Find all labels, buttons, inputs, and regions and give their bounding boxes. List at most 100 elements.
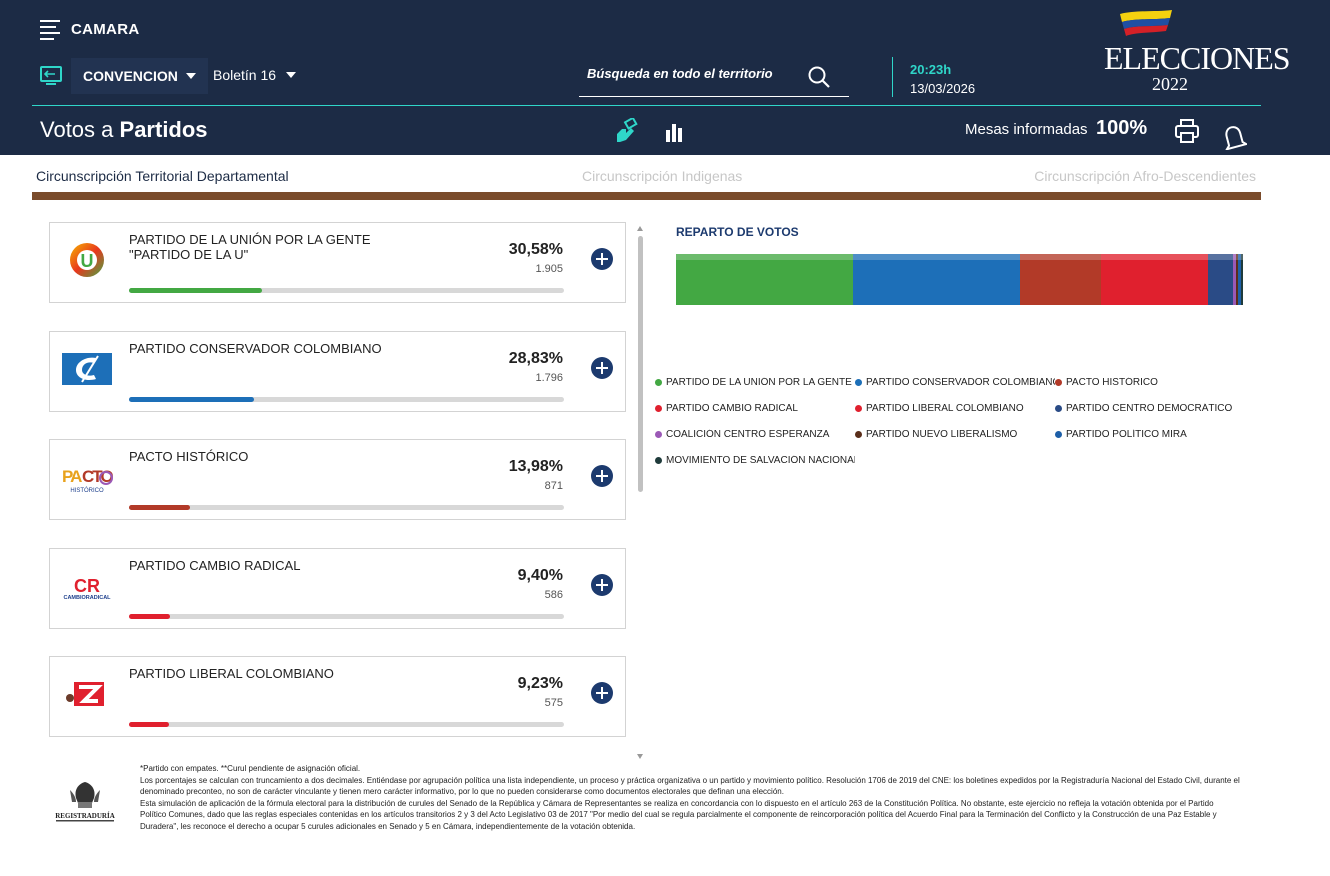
bulletin-label: Boletín 16 bbox=[213, 67, 277, 83]
party-votes: 1.796 bbox=[535, 371, 563, 384]
stack-segment[interactable] bbox=[1019, 254, 1101, 305]
scroll-down-arrow-icon[interactable] bbox=[637, 754, 643, 759]
notification-bell-icon[interactable] bbox=[1221, 122, 1247, 150]
legend-dot-icon bbox=[655, 405, 662, 412]
party-progress-track bbox=[129, 613, 564, 619]
svg-text:HISTÓRICO: HISTÓRICO bbox=[70, 487, 104, 494]
bulletin-dropdown[interactable]: Boletín 16 bbox=[213, 67, 297, 83]
chevron-down-icon bbox=[286, 72, 297, 78]
expand-plus-icon[interactable] bbox=[591, 248, 613, 270]
flag-icon bbox=[1120, 10, 1172, 36]
section-label: CAMARA bbox=[71, 21, 140, 38]
search-icon[interactable] bbox=[807, 65, 831, 89]
svg-text:U: U bbox=[81, 251, 94, 271]
update-date: 13/03/2026 bbox=[910, 81, 976, 96]
switch-screen-icon[interactable] bbox=[39, 65, 63, 87]
party-name: PARTIDO CONSERVADOR COLOMBIANO bbox=[129, 340, 382, 356]
stack-segment[interactable] bbox=[1100, 254, 1156, 305]
page-title: Votos a Partidos bbox=[40, 117, 208, 143]
party-percentage: 9,23% bbox=[517, 675, 563, 692]
elecciones-logo: ELECCIONES 2022 bbox=[1100, 8, 1291, 94]
bar-chart-icon[interactable] bbox=[665, 122, 683, 142]
scroll-up-arrow-icon[interactable] bbox=[637, 226, 643, 231]
legend-dot-icon bbox=[855, 405, 862, 412]
print-icon[interactable] bbox=[1174, 118, 1200, 144]
party-name: PARTIDO CAMBIO RADICAL bbox=[129, 557, 301, 573]
expand-plus-icon[interactable] bbox=[591, 465, 613, 487]
logo-text: ELECCIONES bbox=[1104, 40, 1291, 76]
stack-segment[interactable] bbox=[676, 254, 853, 305]
legend-item: PARTIDO CAMBIO RADICAL bbox=[655, 403, 855, 414]
header-divider bbox=[892, 57, 893, 97]
legend-label: PARTIDO NUEVO LIBERALISMO bbox=[866, 429, 1018, 440]
stack-segment[interactable] bbox=[852, 254, 1020, 305]
party-card[interactable]: PA CTO HISTÓRICO PACTO HISTÓRICO 13,98% 871 bbox=[49, 439, 626, 520]
party-progress-fill bbox=[129, 288, 263, 293]
legend-label: PARTIDO DE LA UNIÓN POR LA GENTE "PAR... bbox=[666, 377, 855, 388]
legend-label: PACTO HISTÓRICO bbox=[1066, 377, 1158, 388]
corporation-label: CONVENCION bbox=[83, 68, 178, 84]
legend-dot-icon bbox=[1055, 379, 1062, 386]
disclaimer-line: *Partido con empates. **Curul pendiente … bbox=[140, 764, 361, 773]
stack-segment[interactable] bbox=[1154, 254, 1209, 305]
chart-title: REPARTO DE VOTOS bbox=[676, 225, 799, 239]
stack-segment[interactable] bbox=[1238, 254, 1242, 305]
search-input[interactable] bbox=[587, 66, 797, 81]
legend-item: PARTIDO LIBERAL COLOMBIANO bbox=[855, 403, 1055, 414]
tab-territorial[interactable]: Circunscripción Territorial Departamenta… bbox=[36, 168, 289, 184]
legend-label: PARTIDO CAMBIO RADICAL bbox=[666, 403, 798, 414]
party-votes: 871 bbox=[544, 480, 563, 492]
expand-plus-icon[interactable] bbox=[591, 682, 613, 704]
party-votes: 1.905 bbox=[535, 263, 563, 275]
pacto-historico-logo: PA CTO HISTÓRICO bbox=[60, 454, 115, 500]
stack-segment[interactable] bbox=[1232, 254, 1237, 305]
stack-segment[interactable] bbox=[1241, 254, 1243, 305]
party-progress-track bbox=[129, 396, 564, 402]
legend-dot-icon bbox=[655, 379, 662, 386]
svg-text:PA: PA bbox=[62, 467, 82, 486]
party-percentage: 28,83% bbox=[508, 349, 563, 367]
app-header: CAMARA CONVENCION Boletín 16 20:23h 13/0… bbox=[0, 0, 1330, 155]
legend-item: COALICIÓN CENTRO ESPERANZA bbox=[655, 429, 855, 440]
party-progress-fill bbox=[129, 613, 170, 619]
party-card[interactable]: CR CAMBIORADICAL PARTIDO CAMBIO RADICAL 9,4… bbox=[49, 547, 626, 629]
party-card[interactable]: PARTIDO LIBERAL COLOMBIANO 9,23% 575 bbox=[49, 656, 626, 737]
vote-hand-icon[interactable] bbox=[614, 118, 638, 144]
party-card[interactable]: PARTIDO CONSERVADOR COLOMBIANO 28,83% 1.79… bbox=[49, 330, 626, 412]
expand-plus-icon[interactable] bbox=[591, 356, 613, 379]
legend-label: PARTIDO POLÍTICO MIRA bbox=[1066, 429, 1187, 440]
scrollbar-thumb[interactable] bbox=[638, 236, 643, 492]
party-percentage: 13,98% bbox=[508, 458, 563, 475]
expand-plus-icon[interactable] bbox=[591, 573, 613, 596]
chevron-down-icon bbox=[185, 73, 196, 79]
legend-dot-icon bbox=[855, 379, 862, 386]
legend-dot-icon bbox=[655, 457, 662, 464]
party-name: PACTO HISTÓRICO bbox=[129, 449, 249, 464]
search-bar bbox=[579, 58, 849, 97]
page-title-prefix: Votos a bbox=[40, 117, 114, 142]
registraduria-logo-text: REGISTRADURÍA bbox=[55, 812, 115, 820]
corporation-dropdown[interactable]: CONVENCION bbox=[71, 58, 208, 94]
tab-afro[interactable]: Circunscripción Afro-Descendientes bbox=[1034, 168, 1256, 184]
conservador-logo bbox=[60, 346, 114, 392]
stack-segment[interactable] bbox=[1208, 254, 1233, 305]
mesas-percentage: 100% bbox=[1096, 117, 1148, 139]
disclaimer-text: *Partido con empates. **Curul pendiente … bbox=[140, 763, 1240, 832]
party-progress-fill bbox=[129, 505, 190, 510]
registraduria-logo: REGISTRADURÍA bbox=[55, 782, 115, 822]
update-time: 20:23h bbox=[910, 62, 952, 77]
logo-year: 2022 bbox=[1152, 74, 1188, 94]
party-card[interactable]: U PARTIDO DE LA UNIÓN POR LA GENTE "PARTI… bbox=[49, 222, 626, 303]
party-progress-track bbox=[129, 288, 564, 293]
legend-item: PARTIDO CONSERVADOR COLOMBIANO bbox=[855, 377, 1055, 388]
mesas-label: Mesas informadas bbox=[965, 121, 1088, 138]
circunscription-tabs: Circunscripción Territorial Departamenta… bbox=[32, 155, 1261, 200]
tab-indigenas[interactable]: Circunscripción Indigenas bbox=[582, 168, 743, 184]
stack-segment[interactable] bbox=[1236, 254, 1239, 305]
partido-u-logo: U bbox=[60, 237, 114, 283]
legend-item: PARTIDO NUEVO LIBERALISMO bbox=[855, 429, 1055, 440]
hamburger-menu-icon[interactable] bbox=[40, 20, 60, 40]
party-name: PARTIDO DE LA UNIÓN POR LA GENTE "PARTID… bbox=[129, 232, 371, 262]
legend-label: COALICIÓN CENTRO ESPERANZA bbox=[666, 429, 830, 440]
legend-dot-icon bbox=[1055, 431, 1062, 438]
